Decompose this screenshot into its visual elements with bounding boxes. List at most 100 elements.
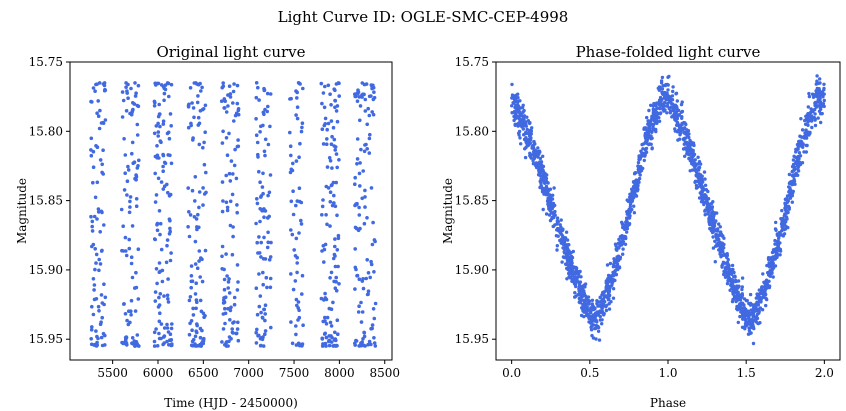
data-point bbox=[133, 94, 138, 98]
data-point bbox=[198, 109, 203, 113]
data-point bbox=[232, 295, 237, 300]
data-point bbox=[168, 153, 172, 158]
data-point bbox=[535, 165, 539, 170]
data-point bbox=[713, 239, 717, 243]
data-point bbox=[360, 95, 364, 99]
data-point bbox=[357, 213, 362, 217]
data-point bbox=[661, 107, 665, 111]
data-point bbox=[186, 125, 191, 130]
data-point bbox=[134, 197, 139, 201]
data-point bbox=[152, 344, 157, 348]
data-point bbox=[155, 344, 160, 348]
data-point bbox=[90, 219, 95, 224]
data-point bbox=[702, 202, 706, 207]
data-point bbox=[329, 119, 334, 123]
data-point bbox=[647, 108, 651, 113]
data-point bbox=[353, 182, 357, 186]
data-point bbox=[718, 243, 723, 247]
y-tick-label: 15.85 bbox=[455, 194, 489, 208]
data-point bbox=[300, 273, 305, 278]
data-point bbox=[538, 156, 543, 161]
data-point bbox=[165, 339, 169, 344]
data-point bbox=[602, 311, 606, 316]
data-point bbox=[166, 130, 171, 135]
data-point bbox=[754, 302, 758, 307]
data-point bbox=[153, 237, 157, 242]
data-point bbox=[756, 321, 760, 326]
data-point bbox=[736, 286, 740, 290]
data-point bbox=[739, 304, 743, 308]
data-point bbox=[634, 194, 639, 198]
data-point bbox=[195, 266, 200, 271]
data-point bbox=[355, 99, 360, 103]
y-axis-ticks-original: 15.75 15.80 15.85 15.90 15.95 bbox=[29, 55, 70, 346]
data-point bbox=[753, 306, 757, 310]
data-point bbox=[169, 251, 173, 255]
data-point bbox=[163, 87, 168, 92]
data-point bbox=[615, 267, 619, 271]
data-point bbox=[268, 92, 273, 96]
data-point bbox=[226, 344, 230, 348]
data-point bbox=[372, 90, 376, 94]
data-point bbox=[260, 315, 265, 320]
data-point bbox=[324, 322, 329, 326]
data-point bbox=[227, 84, 232, 88]
data-point bbox=[329, 142, 334, 146]
data-point bbox=[547, 188, 551, 193]
data-point bbox=[699, 182, 703, 187]
data-point bbox=[123, 312, 128, 316]
data-point bbox=[154, 83, 158, 87]
data-point bbox=[266, 193, 270, 198]
data-point bbox=[578, 269, 582, 274]
data-point bbox=[161, 119, 166, 123]
data-point bbox=[299, 222, 304, 226]
data-point bbox=[364, 82, 369, 86]
data-point bbox=[299, 200, 304, 205]
data-point bbox=[189, 264, 194, 268]
data-point bbox=[553, 203, 557, 208]
data-point bbox=[688, 141, 693, 145]
data-point bbox=[810, 119, 814, 123]
data-point bbox=[586, 298, 591, 303]
data-point bbox=[161, 335, 166, 339]
y-tick-label: 15.90 bbox=[29, 263, 63, 277]
data-point bbox=[729, 281, 733, 285]
data-point bbox=[95, 217, 99, 221]
data-point bbox=[358, 184, 362, 188]
data-point bbox=[155, 281, 159, 286]
data-point bbox=[323, 315, 327, 320]
scatter-points-original bbox=[89, 81, 378, 348]
data-point bbox=[364, 276, 369, 281]
data-point bbox=[228, 318, 232, 322]
data-point bbox=[577, 286, 581, 291]
data-point bbox=[574, 268, 579, 273]
data-point bbox=[740, 276, 745, 280]
data-point bbox=[162, 98, 166, 103]
data-point bbox=[266, 142, 271, 147]
data-point bbox=[195, 330, 199, 335]
data-point bbox=[643, 148, 648, 152]
data-point bbox=[362, 343, 366, 348]
data-point bbox=[793, 161, 798, 166]
data-point bbox=[674, 92, 678, 96]
data-point bbox=[561, 242, 566, 247]
data-point bbox=[785, 194, 790, 198]
data-point bbox=[328, 200, 333, 204]
data-point bbox=[710, 206, 714, 211]
data-point bbox=[223, 306, 227, 311]
data-point bbox=[161, 122, 166, 126]
data-point bbox=[169, 161, 174, 166]
data-point bbox=[636, 160, 641, 165]
data-point bbox=[621, 247, 625, 251]
data-point bbox=[628, 202, 633, 206]
data-point bbox=[158, 232, 162, 237]
data-point bbox=[755, 292, 759, 296]
data-point bbox=[199, 89, 203, 93]
data-point bbox=[367, 339, 372, 344]
data-point bbox=[197, 225, 201, 230]
data-point bbox=[802, 150, 806, 154]
data-point bbox=[366, 271, 371, 275]
data-point bbox=[737, 293, 742, 297]
data-point bbox=[672, 108, 676, 112]
data-point bbox=[294, 159, 299, 163]
